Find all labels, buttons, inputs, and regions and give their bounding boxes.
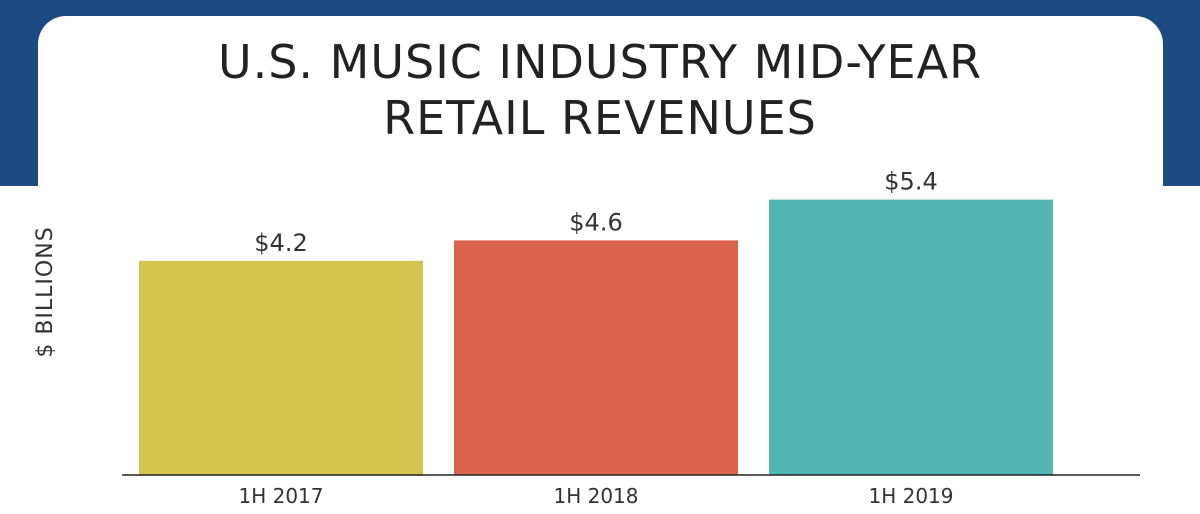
value-label: $4.2 (254, 229, 307, 257)
bar-1h-2018 (454, 240, 738, 475)
x-tick-label: 1H 2017 (238, 484, 323, 508)
chart-title: U.S. MUSIC INDUSTRY MID-YEAR RETAIL REVE… (0, 34, 1200, 146)
chart-title-line-2: RETAIL REVENUES (383, 91, 817, 145)
bar-1h-2019 (769, 199, 1053, 475)
bar-1h-2017 (139, 260, 423, 475)
value-labels-group: $4.2 $4.6 $5.4 (254, 168, 937, 257)
x-tick-label: 1H 2018 (553, 484, 638, 508)
chart-title-line-1: U.S. MUSIC INDUSTRY MID-YEAR (217, 35, 983, 89)
bars-group (139, 199, 1053, 475)
y-axis-title: $ BILLIONS (33, 226, 58, 357)
value-label: $4.6 (569, 208, 622, 236)
tick-labels-group: 1H 2017 1H 2018 1H 2019 (238, 484, 953, 508)
x-tick-label: 1H 2019 (868, 484, 953, 508)
value-label: $5.4 (884, 168, 937, 196)
